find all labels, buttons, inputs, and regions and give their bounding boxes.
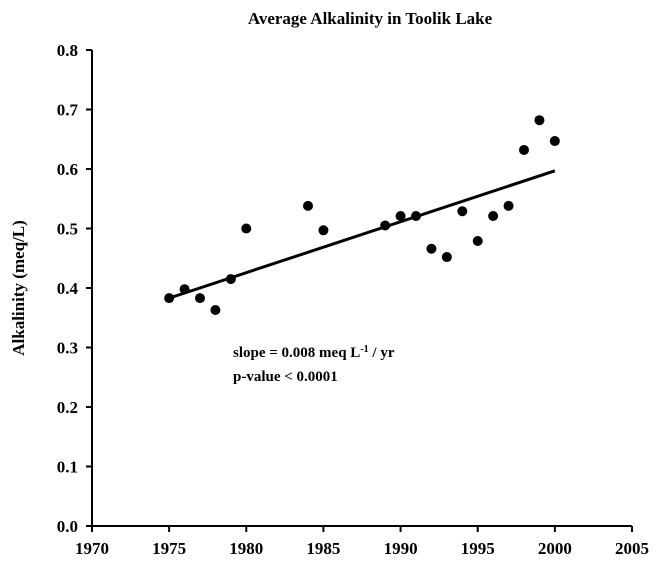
data-point (241, 223, 252, 234)
y-tick-label: 0.5 (57, 220, 78, 239)
x-tick-label: 1985 (306, 539, 340, 558)
chart-title: Average Alkalinity in Toolik Lake (248, 9, 493, 28)
annotation-part: slope = 0.008 meq L (233, 345, 360, 361)
annotation-part: -1 (360, 344, 368, 355)
x-tick-label: 1995 (461, 539, 495, 558)
data-point (380, 220, 391, 231)
x-tick-label: 1980 (229, 539, 263, 558)
data-point (488, 211, 499, 222)
data-point (426, 243, 437, 254)
data-point (225, 274, 236, 285)
data-point (503, 200, 514, 211)
x-tick-label: 2005 (615, 539, 649, 558)
y-axis-label: Alkalinity (meq/L) (9, 220, 28, 356)
x-tick-label: 2000 (538, 539, 572, 558)
data-point (411, 211, 421, 222)
data-point (395, 211, 406, 222)
data-point (164, 293, 175, 304)
y-tick-label: 0.7 (57, 101, 79, 120)
data-point (457, 206, 468, 217)
data-point (534, 115, 545, 126)
annotation-part: p-value < 0.0001 (233, 369, 338, 385)
x-tick-label: 1990 (384, 539, 418, 558)
data-point (210, 305, 221, 316)
y-tick-label: 0.6 (57, 160, 78, 179)
data-point (519, 144, 529, 155)
data-point (318, 225, 329, 236)
y-tick-label: 0.8 (57, 41, 78, 60)
annotation: p-value < 0.0001 (233, 369, 338, 385)
data-point (195, 293, 205, 304)
y-tick-label: 0.3 (57, 339, 78, 358)
data-point (179, 284, 190, 295)
x-tick-label: 1975 (152, 539, 186, 558)
y-tick-label: 0.1 (57, 458, 78, 477)
y-tick-label: 0.0 (57, 517, 78, 536)
y-tick-label: 0.4 (57, 279, 79, 298)
data-point (549, 136, 560, 147)
data-point (441, 252, 452, 263)
annotation-part: / yr (369, 345, 395, 361)
x-tick-label: 1970 (75, 539, 109, 558)
data-point (303, 200, 313, 211)
y-tick-label: 0.2 (57, 398, 78, 417)
data-point (472, 235, 483, 246)
annotation: slope = 0.008 meq L-1 / yr (233, 344, 395, 362)
